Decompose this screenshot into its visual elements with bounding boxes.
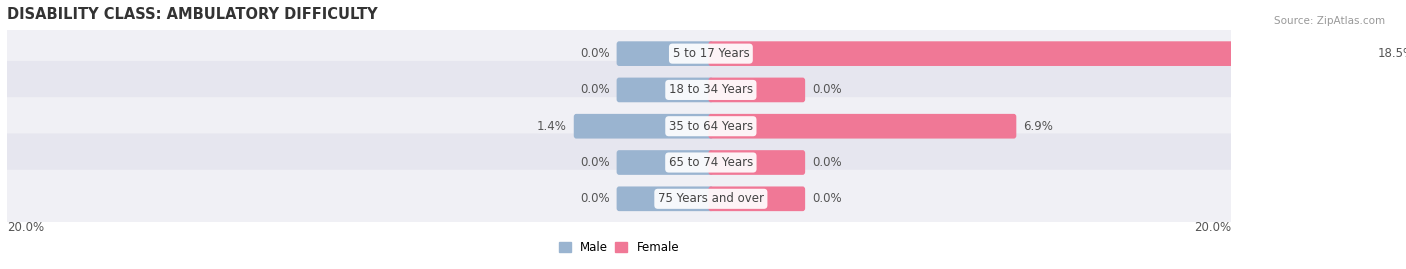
Text: 0.0%: 0.0% <box>581 192 610 205</box>
FancyBboxPatch shape <box>574 114 713 139</box>
Text: 0.0%: 0.0% <box>811 192 842 205</box>
FancyBboxPatch shape <box>0 97 1240 155</box>
Text: 75 Years and over: 75 Years and over <box>658 192 763 205</box>
Text: 18.5%: 18.5% <box>1378 47 1406 60</box>
Text: 1.4%: 1.4% <box>537 120 567 133</box>
FancyBboxPatch shape <box>0 133 1240 192</box>
FancyBboxPatch shape <box>617 186 713 211</box>
Text: 20.0%: 20.0% <box>1194 221 1232 234</box>
Text: 5 to 17 Years: 5 to 17 Years <box>672 47 749 60</box>
FancyBboxPatch shape <box>709 150 806 175</box>
FancyBboxPatch shape <box>0 170 1240 228</box>
FancyBboxPatch shape <box>709 41 1371 66</box>
Text: 35 to 64 Years: 35 to 64 Years <box>669 120 754 133</box>
FancyBboxPatch shape <box>709 114 1017 139</box>
Text: 18 to 34 Years: 18 to 34 Years <box>669 83 754 96</box>
Text: Source: ZipAtlas.com: Source: ZipAtlas.com <box>1274 16 1385 26</box>
FancyBboxPatch shape <box>709 186 806 211</box>
FancyBboxPatch shape <box>0 24 1240 83</box>
FancyBboxPatch shape <box>617 41 713 66</box>
FancyBboxPatch shape <box>617 77 713 102</box>
FancyBboxPatch shape <box>709 77 806 102</box>
Text: 0.0%: 0.0% <box>581 47 610 60</box>
Text: 0.0%: 0.0% <box>581 156 610 169</box>
Legend: Male, Female: Male, Female <box>554 236 683 259</box>
FancyBboxPatch shape <box>617 150 713 175</box>
Text: 0.0%: 0.0% <box>811 83 842 96</box>
Text: 6.9%: 6.9% <box>1024 120 1053 133</box>
Text: 65 to 74 Years: 65 to 74 Years <box>669 156 754 169</box>
FancyBboxPatch shape <box>0 61 1240 119</box>
Text: DISABILITY CLASS: AMBULATORY DIFFICULTY: DISABILITY CLASS: AMBULATORY DIFFICULTY <box>7 7 378 22</box>
Text: 0.0%: 0.0% <box>581 83 610 96</box>
Text: 20.0%: 20.0% <box>7 221 44 234</box>
Text: 0.0%: 0.0% <box>811 156 842 169</box>
